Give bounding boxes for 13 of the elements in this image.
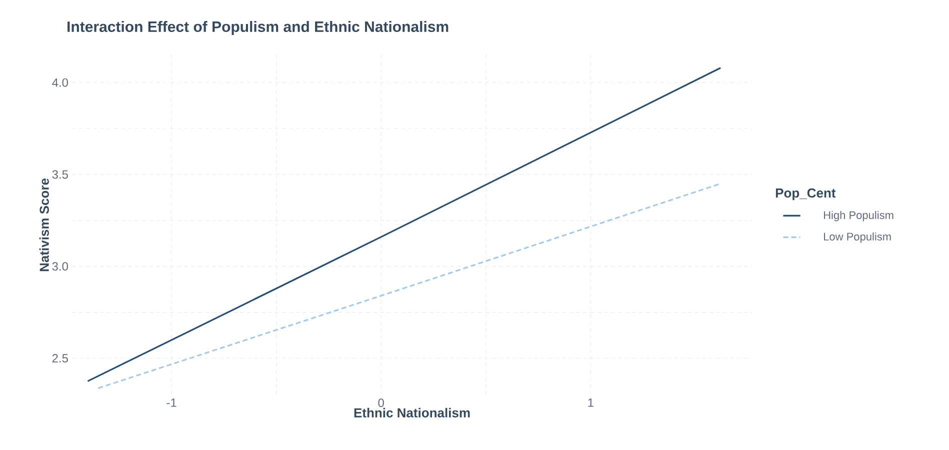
x-tick-label: 0 <box>378 398 384 408</box>
chart-title: Interaction Effect of Populism and Ethnic Nationalism <box>68 21 448 35</box>
legend-title: Pop_Cent <box>776 188 836 200</box>
legend-label: High Populism <box>824 210 894 222</box>
legend-label: Low Populism <box>824 232 891 243</box>
x-tick-label: 1 <box>588 398 594 407</box>
y-tick-label: 4.0 <box>52 78 68 87</box>
y-tick-label: 3.5 <box>52 170 68 179</box>
y-axis-title: Nativism Score <box>39 178 49 272</box>
x-tick-label: -1 <box>166 398 176 407</box>
y-tick-label: 2.5 <box>52 354 68 362</box>
y-tick-label: 3.0 <box>52 262 68 271</box>
x-axis-title: Ethnic Nationalism <box>354 408 470 418</box>
